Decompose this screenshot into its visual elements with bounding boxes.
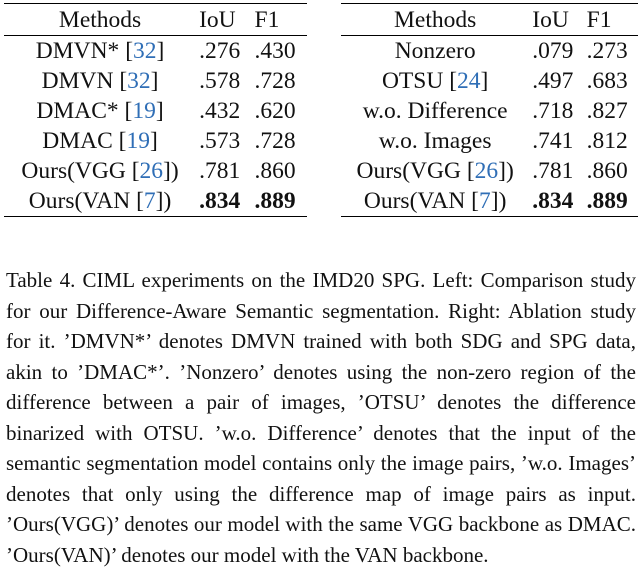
method-cell: OTSU [24]	[381, 68, 489, 94]
method-cell: Ours(VAN [7])	[4, 186, 197, 217]
method-name: Ours(VGG	[356, 158, 461, 184]
method-cell: DMAC [19]	[42, 128, 158, 154]
table-row: DMVN* [32] .276 .430	[4, 36, 307, 67]
citation-link[interactable]: 26	[474, 158, 499, 184]
ablation-table: Methods IoU F1 Nonzero .079 .273 OTSU [24].…	[341, 3, 638, 217]
header-methods: Methods	[341, 3, 530, 36]
table-header-row: Methods IoU F1	[341, 3, 638, 36]
iou-cell: .741	[532, 128, 574, 154]
method-cell: DMAC* [19]	[36, 98, 164, 124]
table-body: Nonzero .079.273 OTSU [24] .497.683 w.o. Dif…	[341, 36, 638, 217]
method-name: OTSU	[381, 68, 444, 94]
header-methods: Methods	[4, 3, 197, 36]
method-suffix: )	[170, 158, 179, 184]
citation-link[interactable]: 19	[126, 128, 151, 154]
header-f1: F1	[251, 3, 307, 36]
table-header-row: Methods IoU F1	[4, 3, 307, 36]
table-body: DMVN* [32] .276.430 DMVN [32] .578.728 DMAC*…	[4, 36, 307, 217]
f1-cell: .860	[586, 158, 628, 184]
f1-cell: .860	[254, 158, 296, 184]
table-row: w.o. Difference .718 .827	[341, 96, 638, 126]
method-suffix: )	[505, 158, 514, 184]
table-row: Ours(VAN [7]) .834.889	[341, 186, 638, 217]
iou-cell: .781	[532, 158, 574, 184]
method-cell: Ours(VGG [26])	[21, 158, 179, 184]
f1-cell: .812	[586, 128, 628, 154]
citation-link[interactable]: 7	[479, 188, 491, 214]
table-row: Nonzero .079 .273	[341, 36, 638, 67]
method-cell: DMVN [32]	[41, 68, 159, 94]
citation-link[interactable]: 24	[457, 68, 481, 94]
method-cell: DMVN* [32]	[35, 38, 165, 64]
f1-cell: .827	[586, 98, 628, 124]
method-name: w.o. Images	[378, 128, 492, 154]
table-row: Ours(VAN [7]) .834.889	[4, 186, 307, 217]
f1-cell: .273	[586, 38, 628, 64]
f1-cell: .889	[251, 186, 307, 217]
header-iou: IoU	[529, 3, 584, 36]
iou-cell: .573	[199, 128, 241, 154]
table-row: DMAC [19] .573 .728	[4, 126, 307, 156]
iou-cell: .432	[199, 98, 241, 124]
method-name: Ours(VAN	[28, 188, 131, 214]
f1-cell: .683	[586, 68, 628, 94]
iou-cell: .276	[199, 38, 241, 64]
citation-link[interactable]: 32	[127, 68, 151, 94]
header-iou: IoU	[196, 3, 252, 36]
method-name: DMVN*	[35, 38, 120, 64]
method-name: w.o. Difference	[362, 98, 508, 124]
method-cell: w.o. Difference	[341, 96, 529, 126]
iou-cell: .781	[199, 158, 241, 184]
citation-link[interactable]: 32	[133, 38, 157, 64]
table-row: w.o. Images .741 .812	[341, 126, 638, 156]
f1-cell: .889	[583, 186, 638, 217]
method-name: DMAC	[42, 128, 113, 154]
table-row: DMAC* [19] .432 .620	[4, 96, 307, 126]
method-cell: Nonzero	[341, 36, 529, 67]
iou-cell: .497	[532, 68, 574, 94]
f1-cell: .430	[254, 38, 296, 64]
method-name: Ours(VAN	[363, 188, 466, 214]
method-cell: Ours(VGG [26])	[356, 158, 514, 184]
method-cell: w.o. Images	[341, 126, 529, 156]
citation-link[interactable]: 19	[132, 98, 156, 124]
method-suffix: )	[498, 188, 507, 214]
f1-cell: .620	[254, 98, 296, 124]
method-name: DMVN	[41, 68, 114, 94]
citation-link[interactable]: 26	[139, 158, 164, 184]
iou-cell: .718	[532, 98, 574, 124]
method-name: Nonzero	[394, 38, 476, 64]
citation-link[interactable]: 7	[143, 188, 156, 214]
iou-cell: .578	[199, 68, 241, 94]
iou-cell: .079	[532, 38, 574, 64]
table-row: DMVN [32] .578 .728	[4, 66, 307, 96]
table-caption: Table 4. CIML experiments on the IMD20 S…	[6, 268, 636, 567]
method-cell: Ours(VAN [7])	[341, 186, 530, 217]
iou-cell: .834	[529, 186, 584, 217]
comparison-table: Methods IoU F1 DMVN* [32] .276.430 DMVN [3…	[4, 3, 307, 217]
f1-cell: .728	[254, 128, 296, 154]
method-suffix: )	[163, 188, 172, 214]
header-f1: F1	[583, 3, 638, 36]
method-name: Ours(VGG	[21, 158, 126, 184]
table-row: OTSU [24] .497 .683	[341, 66, 638, 96]
table-row: Ours(VGG [26]) .781 .860	[4, 156, 307, 186]
f1-cell: .728	[254, 68, 296, 94]
table-row: Ours(VGG [26]) .781 .860	[341, 156, 638, 186]
iou-cell: .834	[196, 186, 252, 217]
method-name: DMAC*	[36, 98, 119, 124]
